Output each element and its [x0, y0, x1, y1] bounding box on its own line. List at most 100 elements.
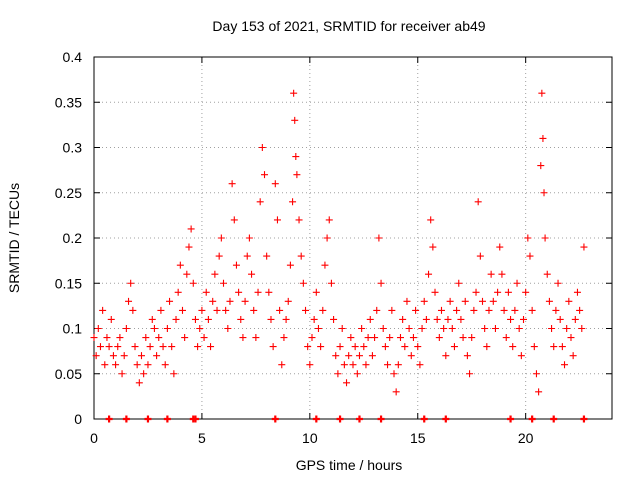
data-point	[237, 315, 245, 323]
data-point	[524, 234, 532, 242]
data-point	[114, 343, 122, 351]
data-point	[258, 144, 266, 151]
data-point	[416, 361, 424, 369]
data-point	[396, 334, 404, 342]
data-point	[310, 315, 318, 323]
data-point	[515, 325, 523, 332]
data-point	[127, 279, 135, 287]
data-point	[178, 306, 186, 314]
data-point	[125, 297, 133, 305]
data-point	[343, 379, 351, 387]
y-tick-label: 0.4	[63, 49, 83, 65]
data-point	[226, 297, 234, 305]
data-point	[485, 306, 493, 314]
data-point	[420, 297, 428, 305]
data-point	[254, 288, 262, 296]
data-point	[202, 288, 210, 296]
data-point	[161, 361, 169, 369]
data-point	[207, 343, 215, 351]
data-point	[476, 252, 484, 260]
data-point	[548, 325, 556, 332]
data-point	[435, 334, 443, 342]
data-point	[371, 334, 379, 342]
data-point	[472, 288, 480, 296]
data-point	[191, 415, 199, 423]
data-point	[502, 334, 510, 342]
data-point	[409, 334, 417, 342]
y-tick-label: 0.1	[63, 321, 83, 337]
data-point	[302, 306, 310, 314]
data-point	[386, 334, 394, 342]
data-point	[444, 315, 452, 323]
data-point	[336, 415, 344, 423]
data-point	[235, 288, 243, 296]
data-point	[332, 352, 340, 360]
data-point	[325, 216, 333, 224]
data-point	[535, 388, 543, 396]
data-point	[155, 334, 163, 342]
data-point	[243, 252, 251, 260]
data-point	[321, 261, 329, 269]
data-point	[530, 343, 538, 351]
data-point	[297, 252, 305, 260]
data-point	[211, 270, 219, 278]
data-point	[90, 334, 98, 342]
data-point	[528, 306, 536, 314]
data-point	[166, 297, 174, 305]
data-point	[276, 306, 284, 314]
data-point	[545, 297, 553, 305]
data-point	[330, 315, 338, 323]
data-point	[200, 334, 208, 342]
data-point	[241, 297, 249, 305]
data-point	[379, 325, 387, 332]
data-point	[291, 116, 299, 124]
data-point	[189, 279, 197, 287]
data-point	[146, 343, 154, 351]
data-point	[269, 343, 277, 351]
data-point	[334, 370, 342, 378]
data-point	[554, 279, 562, 287]
data-point	[116, 334, 124, 342]
data-point	[561, 361, 569, 369]
data-point	[252, 334, 260, 342]
data-point	[507, 315, 515, 323]
data-point	[336, 343, 344, 351]
data-point	[463, 352, 471, 360]
data-point	[157, 306, 165, 314]
y-tick-label: 0.35	[55, 94, 82, 110]
data-point	[105, 343, 113, 351]
y-tick-label: 0	[74, 411, 82, 427]
data-point	[232, 261, 240, 269]
data-point	[392, 388, 400, 396]
data-point	[513, 279, 521, 287]
data-point	[299, 279, 307, 287]
data-point	[358, 325, 366, 332]
data-point	[563, 325, 571, 332]
data-point	[407, 352, 415, 360]
data-point	[517, 352, 525, 360]
data-point	[209, 297, 217, 305]
data-point	[213, 306, 221, 314]
x-tick-label: 15	[410, 430, 426, 446]
data-point	[353, 370, 361, 378]
data-point	[349, 361, 357, 369]
data-point	[418, 325, 426, 332]
data-point	[250, 306, 258, 314]
data-point	[504, 288, 512, 296]
data-point	[403, 297, 411, 305]
data-point	[571, 315, 579, 323]
data-point	[431, 288, 439, 296]
data-point	[567, 334, 575, 342]
data-point	[137, 352, 145, 360]
data-point	[144, 361, 152, 369]
data-point	[479, 297, 486, 305]
x-tick-label: 10	[302, 430, 318, 446]
data-point	[427, 216, 435, 224]
data-points	[90, 89, 588, 423]
data-point	[578, 325, 586, 332]
data-point	[453, 306, 461, 314]
data-point	[489, 297, 497, 305]
data-point	[345, 352, 353, 360]
data-point	[362, 361, 370, 369]
